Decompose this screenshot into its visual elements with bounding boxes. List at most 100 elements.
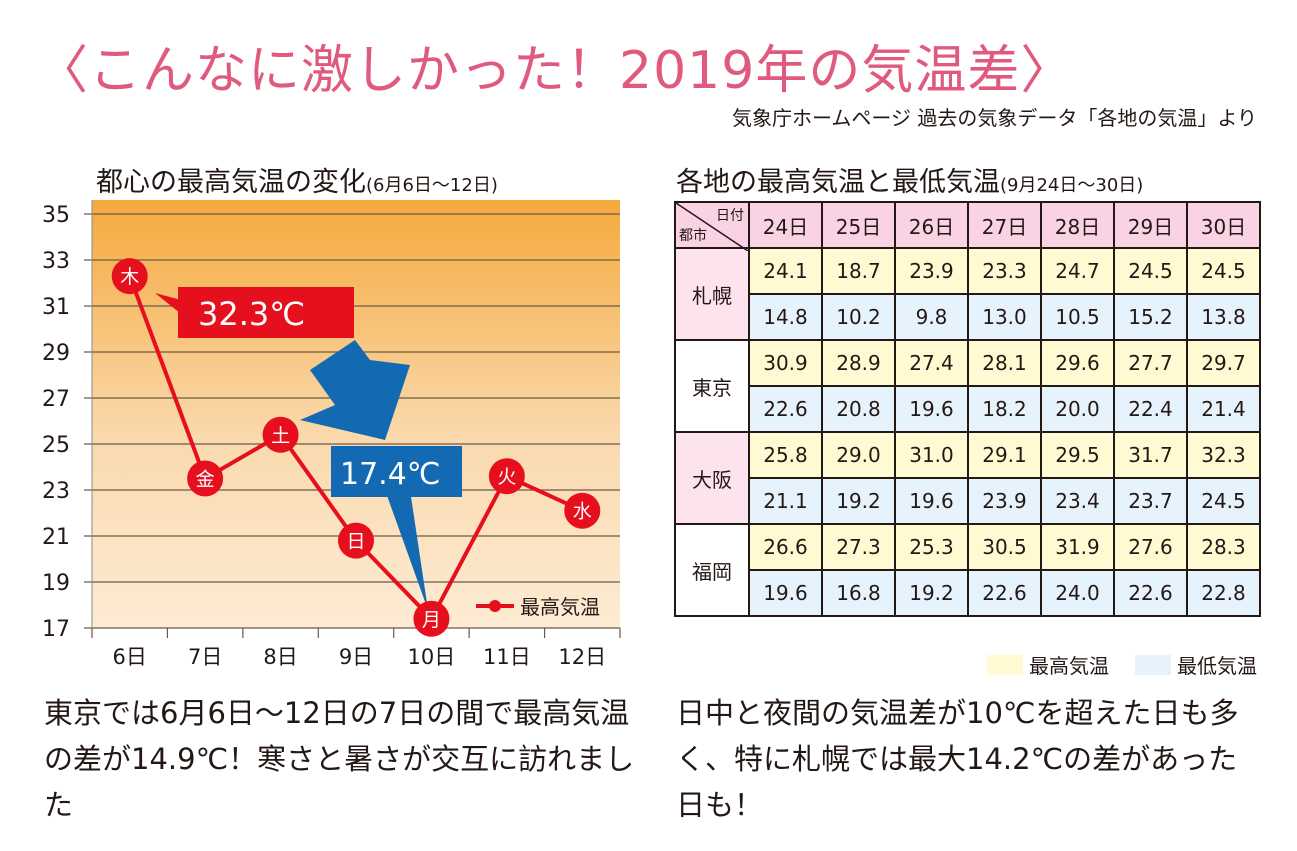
high-temp-cell: 31.0 bbox=[894, 431, 969, 479]
page-title: 〈こんなに激しかった！2019年の気温差〉 bbox=[36, 41, 1074, 101]
high-temp-cell: 27.3 bbox=[821, 523, 896, 571]
low-temp-cell: 22.6 bbox=[1113, 569, 1188, 617]
right-paragraph: 日中と夜間の気温差が10℃を超えた日も多く、特に札幌では最大14.2℃の差があっ… bbox=[676, 696, 1239, 822]
high-temp-cell: 27.6 bbox=[1113, 523, 1188, 571]
left-paragraph: 東京では6月6日〜12日の7日の間で最高気温の差が14.9℃！寒さと暑さが交互に… bbox=[44, 696, 635, 822]
low-temp-cell: 24.5 bbox=[1186, 477, 1261, 525]
legend-high-label: 最高気温 bbox=[1029, 654, 1109, 678]
data-point bbox=[413, 600, 450, 637]
left-subtitle: 都心の最高気温の変化(6月6日〜12日) bbox=[96, 160, 498, 199]
low-temp-cell: 19.2 bbox=[894, 569, 969, 617]
low-temp-cell: 13.8 bbox=[1186, 293, 1261, 341]
low-temp-cell: 23.7 bbox=[1113, 477, 1188, 525]
x-tick-label: 11日 bbox=[483, 645, 531, 669]
y-tick-label: 33 bbox=[42, 249, 70, 274]
high-temp-cell: 27.7 bbox=[1113, 339, 1188, 387]
high-temp-cell: 30.9 bbox=[748, 339, 823, 387]
low-temp-cell: 20.8 bbox=[821, 385, 896, 433]
high-temp-cell: 29.7 bbox=[1186, 339, 1261, 387]
y-tick-label: 19 bbox=[42, 571, 70, 596]
y-tick-label: 17 bbox=[42, 617, 70, 642]
corner-city-label: 都市 bbox=[679, 228, 707, 244]
data-point bbox=[111, 258, 148, 295]
low-temp-cell: 22.6 bbox=[967, 569, 1042, 617]
y-tick-label: 31 bbox=[42, 295, 70, 320]
high-row: 大阪 25.8 29.0 31.0 29.1 29.5 31.7 32.3 bbox=[674, 431, 1261, 525]
high-temp-cell: 30.5 bbox=[967, 523, 1042, 571]
legend-low-label: 最低気温 bbox=[1177, 654, 1257, 678]
high-temp-cell: 29.6 bbox=[1040, 339, 1115, 387]
high-row: 札幌 24.1 18.7 23.9 23.3 24.7 24.5 24.5 bbox=[674, 247, 1261, 341]
low-temp-cell: 16.8 bbox=[821, 569, 896, 617]
y-tick-label: 29 bbox=[42, 341, 70, 366]
weekday-label: 月 bbox=[422, 609, 441, 631]
high-temp-cell: 28.1 bbox=[967, 339, 1042, 387]
low-temp-cell: 23.9 bbox=[967, 477, 1042, 525]
high-temp-cell: 24.5 bbox=[1113, 247, 1188, 295]
low-temp-cell: 10.5 bbox=[1040, 293, 1115, 341]
low-temp-cell: 10.2 bbox=[821, 293, 896, 341]
x-tick-label: 9日 bbox=[339, 645, 373, 669]
date-header: 27日 bbox=[967, 201, 1042, 249]
city-cell: 大阪 bbox=[674, 431, 750, 525]
high-temp-cell: 18.7 bbox=[821, 247, 896, 295]
y-tick-label: 23 bbox=[42, 479, 70, 504]
x-tick-label: 8日 bbox=[263, 645, 297, 669]
high-temp-cell: 29.5 bbox=[1040, 431, 1115, 479]
temperature-table: 日付 都市 24日 25日 26日 27日 28日 29日 30日 札幌 24.1 18.7 23.9 2… bbox=[674, 201, 1261, 617]
city-cell: 福岡 bbox=[674, 523, 750, 617]
weekday-label: 木 bbox=[120, 266, 139, 288]
x-tick-label: 10日 bbox=[408, 645, 456, 669]
callout-pointer bbox=[385, 490, 428, 610]
data-point bbox=[488, 458, 525, 495]
down-arrow-shape bbox=[300, 340, 410, 440]
min-callout-box bbox=[331, 446, 462, 497]
weekday-label: 水 bbox=[573, 501, 592, 523]
x-tick-label: 6日 bbox=[113, 645, 147, 669]
high-temp-cell: 28.3 bbox=[1186, 523, 1261, 571]
high-temp-cell: 31.7 bbox=[1113, 431, 1188, 479]
max-callout-text: 32.3℃ bbox=[198, 295, 305, 333]
weekday-label: 土 bbox=[271, 425, 290, 447]
left-subtitle-main: 都心の最高気温の変化 bbox=[96, 167, 366, 198]
high-temp-cell: 23.3 bbox=[967, 247, 1042, 295]
high-temp-cell: 29.1 bbox=[967, 431, 1042, 479]
weekday-label: 火 bbox=[497, 466, 516, 488]
high-temp-cell: 29.0 bbox=[821, 431, 896, 479]
high-temp-cell: 24.1 bbox=[748, 247, 823, 295]
high-temp-cell: 24.7 bbox=[1040, 247, 1115, 295]
high-temp-cell: 25.8 bbox=[748, 431, 823, 479]
legend-label: 最高気温 bbox=[520, 595, 600, 619]
right-subtitle-range: (9月24日〜30日) bbox=[1000, 175, 1144, 196]
left-subtitle-range: (6月6日〜12日) bbox=[366, 175, 498, 196]
high-temp-cell: 32.3 bbox=[1186, 431, 1261, 479]
y-tick-label: 21 bbox=[42, 525, 70, 550]
data-point bbox=[564, 492, 601, 529]
low-temp-cell: 22.6 bbox=[748, 385, 823, 433]
data-point bbox=[262, 416, 299, 453]
low-row: 21.1 19.2 19.6 23.9 23.4 23.7 24.5 bbox=[675, 477, 1261, 525]
low-temp-cell: 13.0 bbox=[967, 293, 1042, 341]
date-header: 26日 bbox=[894, 201, 969, 249]
low-temp-cell: 18.2 bbox=[967, 385, 1042, 433]
table-legend: 最高気温 最低気温 bbox=[987, 650, 1257, 679]
high-temp-cell: 31.9 bbox=[1040, 523, 1115, 571]
low-row: 22.6 20.8 19.6 18.2 20.0 22.4 21.4 bbox=[675, 385, 1261, 433]
low-temp-cell: 21.4 bbox=[1186, 385, 1261, 433]
weekday-label: 日 bbox=[346, 531, 365, 553]
y-tick-label: 35 bbox=[42, 203, 70, 228]
source-note: 気象庁ホームページ 過去の気象データ「各地の気温」より bbox=[732, 106, 1257, 130]
low-swatch bbox=[1135, 654, 1171, 675]
date-header: 29日 bbox=[1113, 201, 1188, 249]
corner-date-label: 日付 bbox=[716, 208, 744, 224]
high-swatch bbox=[987, 654, 1023, 675]
x-tick-label: 7日 bbox=[188, 645, 222, 669]
header-row: 日付 都市 24日 25日 26日 27日 28日 29日 30日 bbox=[674, 201, 1261, 251]
date-header: 30日 bbox=[1186, 201, 1261, 249]
high-temp-cell: 24.5 bbox=[1186, 247, 1261, 295]
low-temp-cell: 22.8 bbox=[1186, 569, 1261, 617]
low-temp-cell: 19.6 bbox=[894, 385, 969, 433]
weekday-label: 金 bbox=[196, 469, 215, 491]
low-temp-cell: 22.4 bbox=[1113, 385, 1188, 433]
high-temp-cell: 26.6 bbox=[748, 523, 823, 571]
